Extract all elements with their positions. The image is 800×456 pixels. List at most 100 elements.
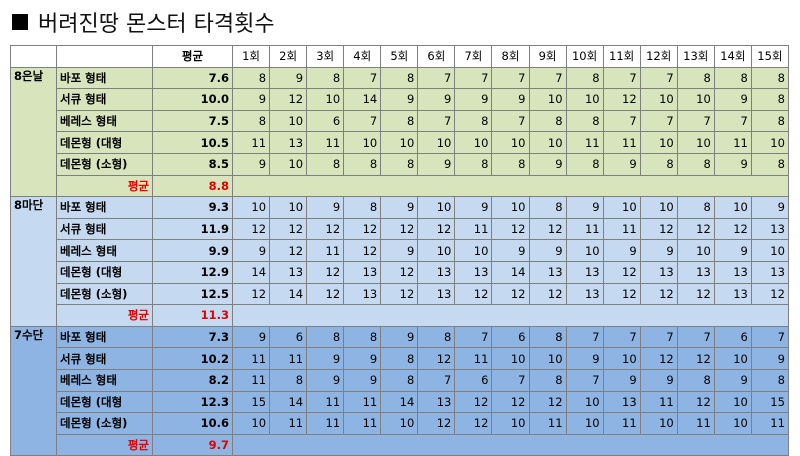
hit-count-cell: 14	[380, 390, 419, 414]
hit-count-cell: 10	[417, 196, 456, 219]
round-header: 14회	[713, 45, 752, 68]
table-row: 데몬형 (대형 12.3 15 14 11 11 14 13 12 12 12 10 13 11 12 10 1…	[11, 390, 789, 414]
hit-count-cell: 8	[454, 109, 493, 133]
row-average: 7.3	[152, 325, 233, 349]
hit-count-cell: 9	[380, 239, 419, 262]
hit-count-cell: 12	[491, 390, 530, 414]
group-average-row: 평균 11.3	[11, 304, 789, 327]
hit-count-cell: 8	[528, 325, 567, 349]
hit-count-cell: 9	[491, 88, 530, 111]
hit-count-cell: 9	[343, 347, 382, 370]
hit-count-cell: 7	[491, 66, 530, 90]
hit-count-cell: 11	[602, 131, 641, 154]
hit-count-cell: 13	[602, 390, 641, 414]
hit-count-cell: 11	[231, 347, 271, 370]
hit-count-cell: 7	[528, 66, 567, 90]
round-header: 2회	[269, 45, 308, 68]
row-average: 9.3	[152, 196, 233, 219]
hit-count-cell: 7	[454, 66, 493, 90]
hit-count-cell: 12	[380, 282, 419, 306]
hit-count-cell: 14	[231, 260, 271, 284]
hit-count-cell: 11	[639, 390, 678, 414]
hit-count-cell: 13	[750, 217, 789, 241]
table-row: 서큐 형태 11.9 12 12 12 12 12 12 11 12 12 11 11 12 12 12 13	[11, 217, 789, 241]
hit-count-cell: 8	[750, 109, 789, 133]
hit-count-cell: 9	[231, 239, 271, 262]
group-label: 8은날	[10, 66, 57, 198]
hit-count-cell: 12	[528, 390, 567, 414]
hit-count-cell: 8	[454, 152, 493, 176]
hit-count-cell: 12	[269, 217, 308, 241]
group-label: 7수단	[10, 325, 57, 456]
hit-count-cell: 9	[306, 196, 345, 219]
hit-count-cell: 9	[380, 325, 419, 349]
hit-count-cell: 9	[380, 88, 419, 111]
hit-count-cell: 10	[750, 239, 789, 262]
hit-count-cell: 10	[417, 239, 456, 262]
hit-count-cell: 12	[454, 412, 493, 435]
hit-count-cell: 8	[343, 325, 382, 349]
hit-count-cell: 8	[750, 66, 789, 90]
hit-count-cell: 10	[713, 412, 752, 435]
round-header: 6회	[417, 45, 456, 68]
hit-count-cell: 8	[528, 196, 567, 219]
hit-count-cell: 11	[343, 390, 382, 414]
avg-header: 평균	[152, 45, 233, 68]
group-average-row: 평균 9.7	[11, 433, 789, 456]
hit-count-cell: 12	[676, 390, 715, 414]
round-header: 10회	[565, 45, 604, 68]
hit-count-cell: 12	[676, 217, 715, 241]
table-row: 데몬형 (소형) 8.5 9 10 8 8 8 9 8 8 9 8 9 8 8 9 8	[11, 152, 789, 176]
hit-count-cell: 10	[269, 152, 308, 176]
hit-count-cell: 8	[528, 109, 567, 133]
hit-count-cell: 12	[454, 390, 493, 414]
hit-count-cell: 12	[269, 239, 308, 262]
hit-count-cell: 7	[676, 325, 715, 349]
page-title: 버려진땅 몬스터 타격횟수	[12, 4, 275, 40]
hit-count-cell: 11	[602, 412, 641, 435]
hit-count-cell: 13	[676, 260, 715, 284]
hit-count-cell: 12	[380, 260, 419, 284]
round-header: 1회	[231, 45, 271, 68]
hit-count-cell: 11	[713, 131, 752, 154]
hit-count-cell: 12	[417, 412, 456, 435]
hit-count-cell: 10	[602, 196, 641, 219]
hit-count-cell: 9	[639, 239, 678, 262]
row-average: 8.5	[152, 152, 233, 176]
hit-count-cell: 7	[491, 109, 530, 133]
hit-count-cell: 11	[306, 131, 345, 154]
hit-count-cell: 15	[750, 390, 789, 414]
hit-count-cell: 12	[343, 239, 382, 262]
row-average: 8.2	[152, 368, 233, 392]
hit-count-cell: 11	[602, 217, 641, 241]
hit-count-cell: 9	[639, 368, 678, 392]
hit-count-cell: 9	[713, 239, 752, 262]
hit-count-cell: 8	[417, 325, 456, 349]
group-average-value: 8.8	[152, 174, 233, 198]
hit-count-cell: 6	[454, 368, 493, 392]
hit-count-cell: 9	[269, 66, 308, 90]
table-row: 베레스 형태 8.2 11 8 9 9 8 7 6 7 8 7 9 9 8 9 8	[11, 368, 789, 392]
hit-count-cell: 10	[528, 347, 567, 370]
hit-count-cell: 6	[306, 109, 345, 133]
table-row: 데몬형 (소형) 10.6 10 11 11 11 10 12 12 10 11 10 11 10 11 10…	[11, 412, 789, 435]
table-row: 베레스 형태 9.9 9 12 11 12 9 10 10 9 9 10 9 9 10 9 10	[11, 239, 789, 262]
hit-count-cell: 8	[306, 325, 345, 349]
hit-count-cell: 7	[750, 325, 789, 349]
hit-count-cell: 13	[565, 282, 604, 306]
hit-count-cell: 13	[417, 282, 456, 306]
hit-count-cell: 13	[343, 282, 382, 306]
row-name: 데몬형 (대형	[56, 390, 153, 414]
row-name: 베레스 형태	[56, 109, 153, 133]
hit-count-cell: 7	[639, 325, 678, 349]
hit-count-cell: 8	[750, 88, 789, 111]
hit-count-cell: 9	[750, 196, 789, 219]
hit-count-cell: 11	[306, 412, 345, 435]
hit-count-cell: 8	[639, 152, 678, 176]
hit-count-cell: 8	[676, 196, 715, 219]
row-average: 12.9	[152, 260, 233, 284]
hit-count-cell: 10	[269, 196, 308, 219]
hit-count-cell: 6	[491, 325, 530, 349]
hit-count-cell: 8	[565, 109, 604, 133]
hit-count-cell: 12	[269, 88, 308, 111]
